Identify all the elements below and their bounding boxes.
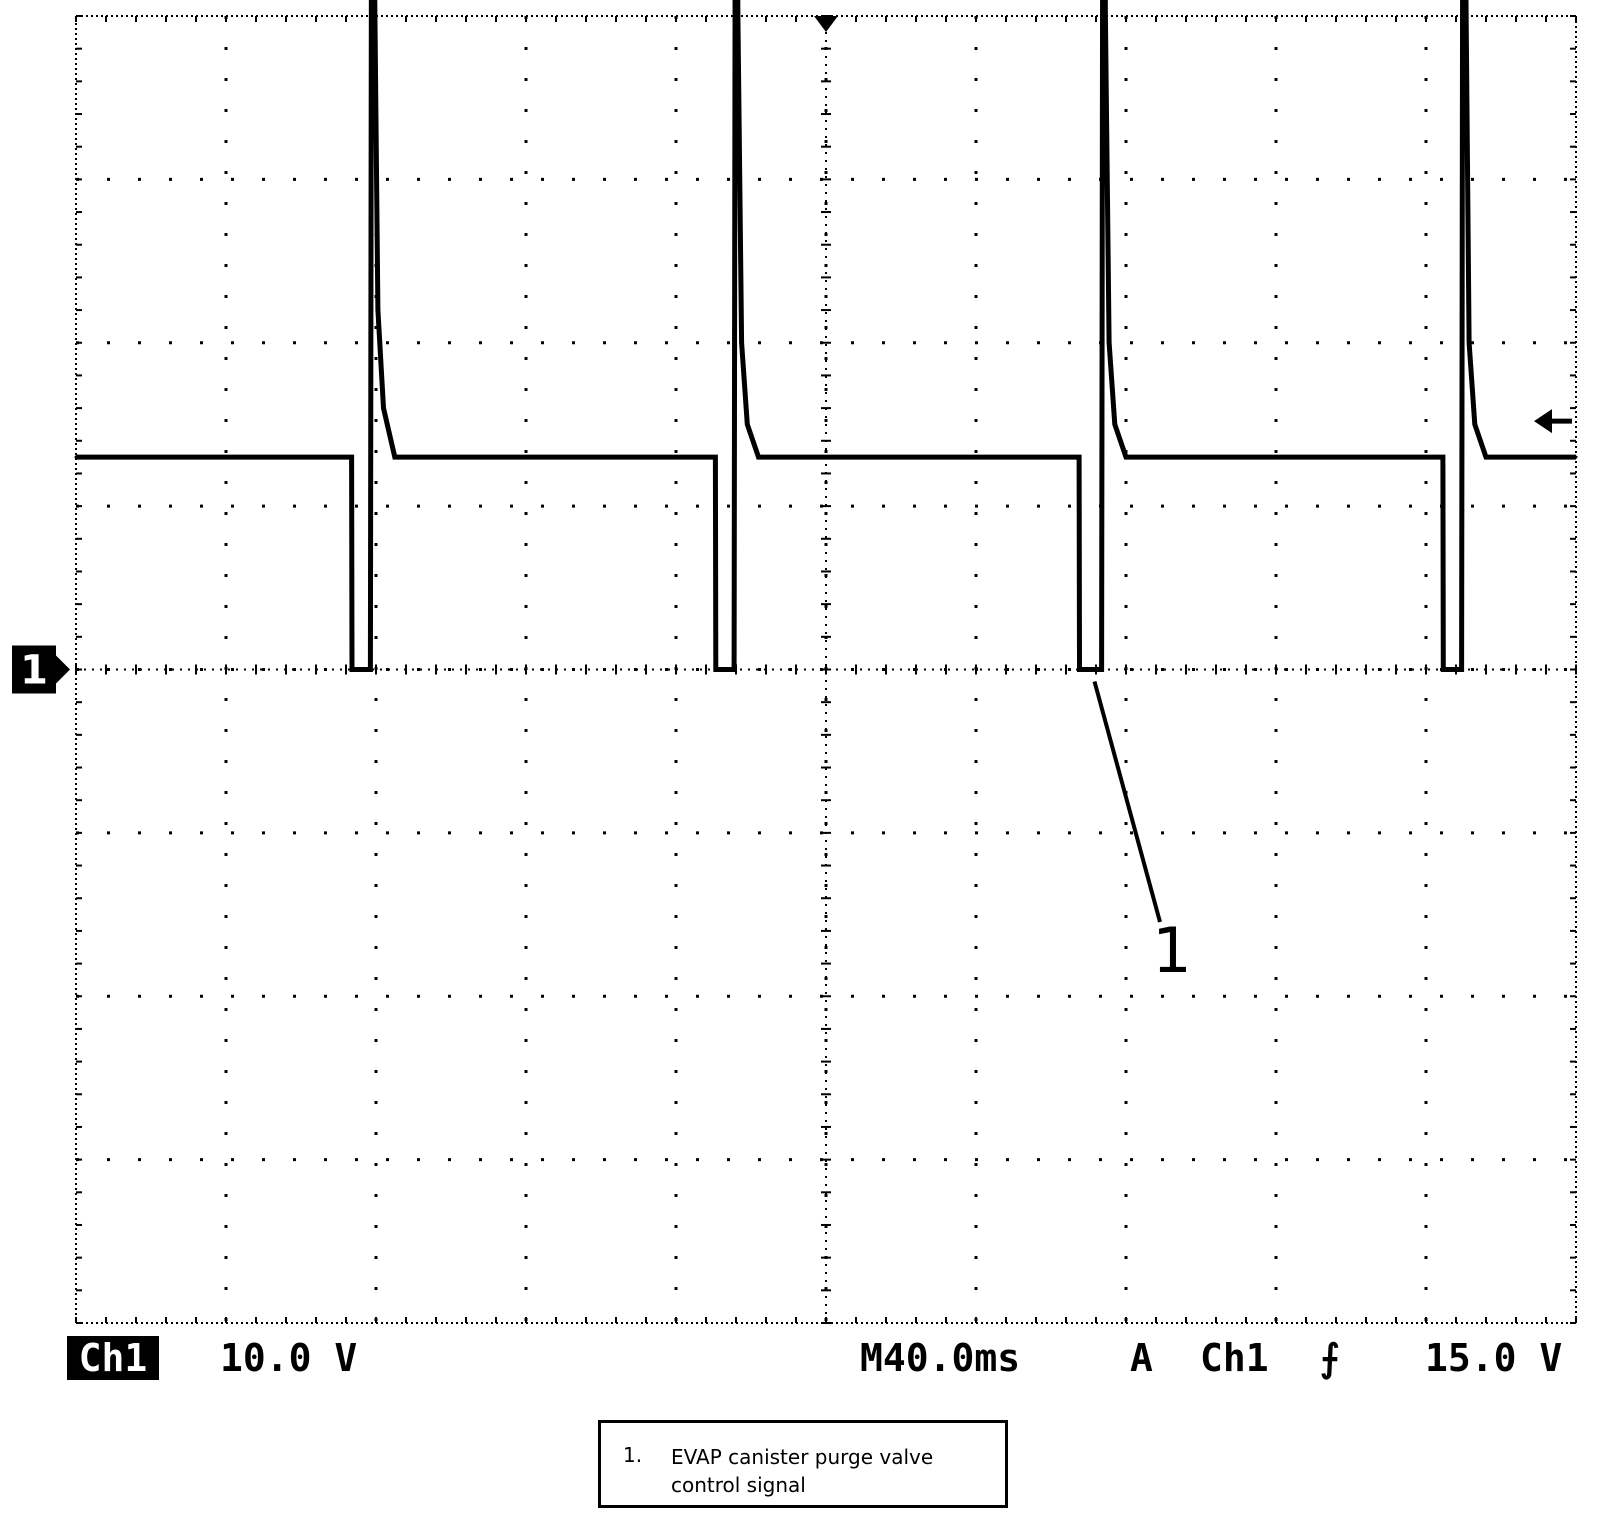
legend-box: 1. EVAP canister purge valve control sig… — [598, 1420, 1008, 1508]
trigger-mode: A — [1130, 1336, 1153, 1380]
trigger-level: 15.0 V — [1425, 1336, 1563, 1380]
data-point — [376, 308, 380, 312]
data-point — [1077, 455, 1081, 459]
trigger-slope-icon: ⨍ — [1320, 1336, 1340, 1380]
data-point — [1484, 455, 1488, 459]
data-point — [1460, 668, 1464, 671]
data-point — [1113, 422, 1117, 426]
data-point — [1441, 455, 1445, 459]
volts-per-div: 10.0 V — [220, 1336, 358, 1380]
legend-text: EVAP canister purge valve control signal — [671, 1445, 934, 1497]
data-point — [740, 341, 744, 345]
trigger-position-marker — [814, 16, 838, 32]
data-point — [1473, 422, 1477, 426]
oscilloscope-screen: 11 — [12, 0, 1578, 1324]
data-point — [350, 668, 354, 671]
data-point — [1078, 668, 1081, 671]
timebase: M40.0ms — [860, 1336, 1021, 1380]
data-point — [350, 455, 354, 459]
callout-label: 1 — [1152, 914, 1191, 987]
ground-marker-box — [12, 645, 56, 694]
data-point — [74, 455, 78, 459]
data-point — [1467, 341, 1471, 345]
data-point — [732, 668, 736, 671]
channel-badge: Ch1 — [67, 1336, 159, 1380]
trigger-level-arrow-head — [1534, 409, 1552, 434]
data-point — [1574, 455, 1578, 459]
data-point — [1124, 455, 1128, 459]
data-point — [393, 455, 397, 459]
data-point — [736, 14, 740, 18]
data-point — [1107, 341, 1111, 345]
waveform-ch1 — [76, 0, 1576, 672]
ground-marker-label: 1 — [20, 648, 48, 694]
data-point — [714, 668, 718, 671]
data-point — [1103, 14, 1107, 18]
callout-leader-line — [1092, 680, 1162, 923]
data-point — [745, 422, 749, 426]
data-point — [382, 406, 385, 410]
data-point — [368, 668, 372, 671]
ground-marker-arrow — [56, 655, 70, 684]
data-point — [1441, 668, 1445, 671]
data-point — [757, 455, 760, 459]
data-point — [713, 455, 717, 459]
legend-number: 1. — [623, 1443, 643, 1467]
data-point — [1100, 668, 1104, 671]
trigger-source: Ch1 — [1200, 1336, 1269, 1380]
